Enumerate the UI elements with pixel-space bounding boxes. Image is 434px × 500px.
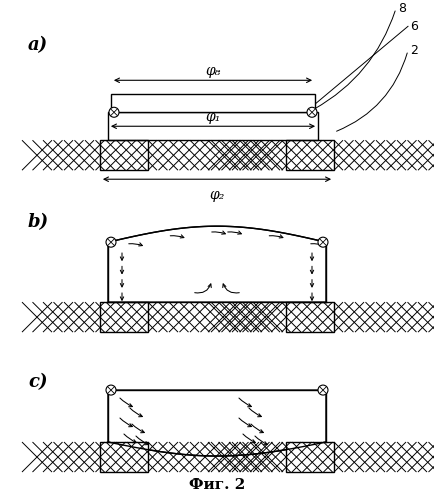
Text: c): c) bbox=[28, 373, 47, 391]
Bar bbox=[111, 94, 315, 112]
Text: 2: 2 bbox=[410, 44, 418, 57]
Circle shape bbox=[318, 385, 328, 395]
Bar bbox=[108, 112, 318, 140]
Bar bbox=[100, 302, 148, 332]
Text: a): a) bbox=[28, 36, 48, 54]
Text: b): b) bbox=[28, 213, 49, 231]
Polygon shape bbox=[108, 390, 326, 456]
Bar bbox=[100, 442, 148, 472]
Polygon shape bbox=[108, 226, 326, 302]
Bar bbox=[286, 140, 334, 170]
Bar bbox=[100, 140, 148, 170]
Bar bbox=[286, 442, 334, 472]
Bar bbox=[286, 140, 334, 170]
Bar bbox=[100, 302, 148, 332]
Circle shape bbox=[106, 385, 116, 395]
Text: Фиг. 2: Фиг. 2 bbox=[189, 478, 245, 492]
Text: φ₈: φ₈ bbox=[205, 64, 220, 78]
Bar bbox=[286, 302, 334, 332]
Text: 6: 6 bbox=[410, 20, 418, 33]
Text: φ₁: φ₁ bbox=[205, 110, 220, 124]
Bar bbox=[286, 302, 334, 332]
Circle shape bbox=[307, 108, 317, 118]
Bar bbox=[100, 442, 148, 472]
Bar bbox=[100, 140, 148, 170]
Circle shape bbox=[106, 237, 116, 247]
Circle shape bbox=[109, 108, 119, 118]
Text: 8: 8 bbox=[398, 2, 406, 15]
Text: φ₂: φ₂ bbox=[209, 188, 225, 202]
Bar bbox=[286, 442, 334, 472]
Circle shape bbox=[318, 237, 328, 247]
